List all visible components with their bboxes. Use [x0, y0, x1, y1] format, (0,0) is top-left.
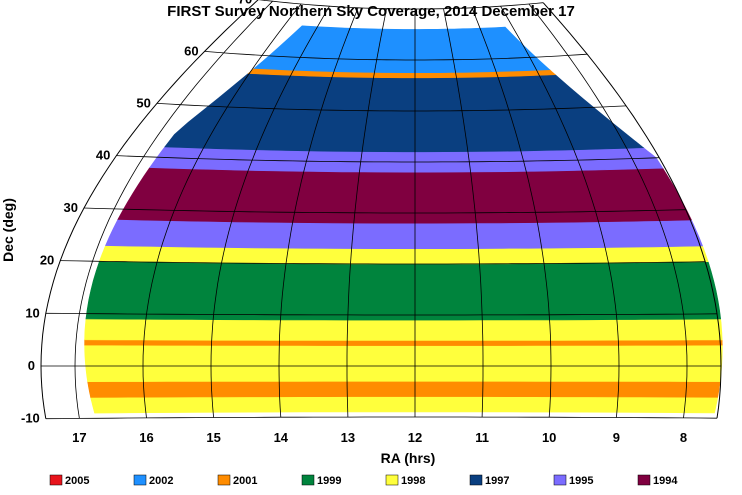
dec-gridline — [60, 260, 706, 265]
legend: 2005 2002 2001 1999 1998 1997 1995 1994 — [49, 474, 678, 487]
dec-tick-label: 70 — [238, 0, 252, 7]
ra-gridline — [500, 5, 620, 418]
ra-gridline — [471, 7, 552, 418]
ra-tick-label: 9 — [613, 430, 620, 445]
ra-tick-label: 12 — [408, 430, 422, 445]
legend-swatch-1999 — [301, 474, 315, 486]
legend-label-2001: 2001 — [233, 475, 257, 487]
dec-tick-label: 30 — [64, 200, 78, 215]
legend-label-1999: 1999 — [317, 475, 341, 487]
dec-gridline — [156, 103, 627, 112]
frame-edge — [40, 0, 259, 419]
coverage-band-1999-5 — [85, 260, 722, 321]
dec-tick-labels: -10 0 10 20 30 40 50 60 70 — [21, 0, 252, 426]
dec-tick-label: 40 — [96, 148, 110, 163]
dec-gridline — [83, 207, 686, 214]
coverage-band-1998-4 — [84, 318, 723, 341]
dec-gridline — [116, 155, 660, 163]
coverage-band-1998-0 — [90, 396, 719, 414]
legend-label-1994: 1994 — [653, 475, 678, 487]
legend-swatch-2002 — [133, 474, 147, 486]
dec-gridline — [258, 0, 544, 10]
ra-tick-labels: 17 16 15 14 13 12 11 10 9 8 — [72, 430, 687, 445]
coordinate-grid — [40, 0, 722, 420]
dec-tick-label: -10 — [21, 411, 40, 426]
dec-gridline — [45, 416, 718, 420]
ra-gridline — [443, 8, 484, 418]
ra-gridline — [74, 0, 273, 419]
coverage-band-1998-2 — [84, 344, 723, 383]
ra-tick-label: 13 — [341, 430, 355, 445]
dec-tick-label: 20 — [40, 253, 54, 268]
coverage-band-1997-10 — [164, 73, 645, 153]
coverage-band-1994-8 — [117, 167, 692, 224]
legend-swatch-2001 — [217, 474, 231, 486]
x-axis-label: RA (hrs) — [381, 450, 436, 466]
ra-tick-label: 10 — [542, 430, 556, 445]
dec-tick-label: 60 — [184, 43, 198, 58]
dec-tick-label: 10 — [25, 305, 39, 320]
ra-tick-label: 14 — [274, 430, 289, 445]
ra-tick-label: 8 — [680, 430, 687, 445]
legend-label-1998: 1998 — [401, 475, 425, 487]
coverage-band-2002-12 — [253, 25, 551, 73]
legend-label-2005: 2005 — [65, 475, 89, 487]
coverage-band-1995-7 — [105, 219, 704, 249]
legend-swatch-1995 — [553, 474, 567, 486]
legend-swatch-1998 — [385, 474, 399, 486]
dec-gridline — [204, 51, 588, 61]
dec-tick-label: 50 — [136, 95, 150, 110]
legend-swatch-1994 — [637, 474, 651, 486]
ra-gridline — [528, 3, 688, 418]
frame-edge — [542, 2, 722, 419]
dec-tick-label: 0 — [28, 358, 35, 373]
ra-gridline — [278, 7, 359, 418]
ra-gridline — [142, 3, 302, 418]
coverage-band-2001-1 — [87, 380, 721, 398]
coverage-bands — [84, 25, 723, 414]
ra-tick-label: 11 — [475, 430, 489, 445]
legend-swatch-1997 — [469, 474, 483, 486]
legend-label-1997: 1997 — [485, 475, 509, 487]
y-axis-label: Dec (deg) — [0, 198, 16, 262]
ra-tick-label: 16 — [139, 430, 153, 445]
legend-label-1995: 1995 — [569, 475, 593, 487]
legend-swatch-2005 — [49, 474, 63, 486]
ra-gridline — [346, 8, 387, 418]
dec-gridline — [45, 312, 718, 316]
ra-tick-label: 15 — [206, 430, 220, 445]
ra-gridline — [210, 5, 330, 418]
ra-tick-label: 17 — [72, 430, 86, 445]
chart-title: FIRST Survey Northern Sky Coverage, 2014… — [167, 3, 575, 20]
legend-label-2002: 2002 — [149, 475, 173, 487]
